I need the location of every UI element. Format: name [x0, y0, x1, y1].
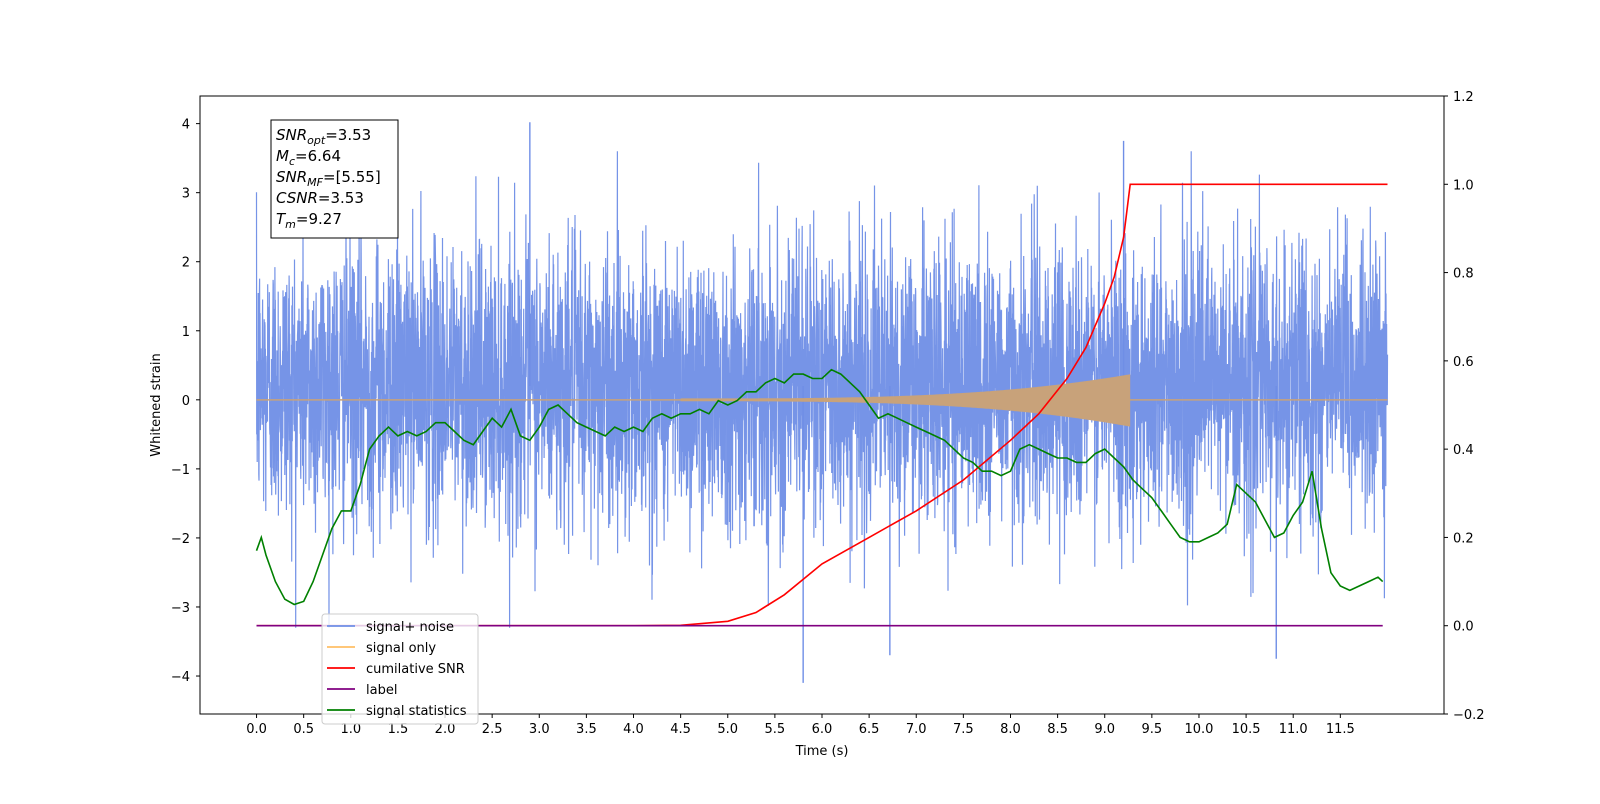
x-tick-label: 2.0 — [435, 722, 456, 737]
y-tick-label: 4 — [182, 118, 190, 133]
x-tick-label: 9.5 — [1142, 722, 1163, 737]
x-tick-label: 6.0 — [812, 722, 833, 737]
annotation-symbol: T — [276, 210, 287, 228]
annotation-symbol: CSNR — [276, 189, 318, 207]
x-tick-label: 8.0 — [1000, 722, 1021, 737]
y-tick-label: −4 — [171, 670, 190, 685]
y-tick-label: −2 — [171, 532, 190, 547]
x-tick-label: 8.5 — [1047, 722, 1068, 737]
legend-entry-label: cumilative SNR — [366, 662, 465, 677]
annotation-line: SNRMF=[5.55] — [276, 168, 381, 189]
series-layer — [255, 122, 1389, 683]
x-tick-label: 0.0 — [246, 722, 267, 737]
annotation-line: Tm=9.27 — [276, 210, 342, 231]
y2-tick-label: 0.0 — [1453, 620, 1474, 635]
annotation-symbol: SNR — [276, 126, 307, 144]
y2-tick-label: 1.2 — [1453, 90, 1474, 105]
y-axis-label: Whitened strain — [149, 353, 164, 456]
y2-tick-label: 0.2 — [1453, 531, 1474, 546]
annotation-subscript: m — [285, 218, 296, 231]
x-tick-label: 1.5 — [388, 722, 409, 737]
x-tick-label: 11.5 — [1326, 722, 1355, 737]
y-tick-label: 2 — [182, 256, 190, 271]
x-tick-label: 10.0 — [1184, 722, 1213, 737]
x-axis-label: Time (s) — [795, 744, 849, 759]
axes-layer: 0.0 0.5 1.0 1.5 2.0 2.5 3.0 3.5 4.0 4.5 5.0 5.5 6.0 6… — [171, 90, 1485, 737]
y-tick-label: 3 — [182, 187, 190, 202]
x-tick-label: 7.5 — [953, 722, 974, 737]
x-tick-label: 9.0 — [1094, 722, 1115, 737]
y-tick-label: −1 — [171, 463, 190, 478]
legend-entry-label: signal+ noise — [366, 620, 454, 635]
annotation-line: SNRopt=3.53 — [276, 126, 371, 147]
x-tick-label: 5.0 — [717, 722, 738, 737]
legend-entry-label: signal only — [366, 641, 436, 656]
x-tick-label: 4.5 — [670, 722, 691, 737]
series-cumilative-snr-line — [256, 183, 1388, 627]
series-signal-noise-line — [255, 151, 1389, 628]
annotation-subscript: c — [289, 155, 295, 168]
y-tick-label: 1 — [182, 325, 190, 340]
annotation-box — [270, 119, 399, 239]
annotation-subscript: opt — [307, 134, 326, 147]
x-tick-label: 1.0 — [340, 722, 361, 737]
legend: signal+ noise signal only cumilative SNR la… — [321, 613, 479, 725]
annotation-symbol: M — [276, 147, 289, 165]
annotation-subscript: MF — [307, 176, 323, 189]
legend-entry-label: label — [366, 683, 397, 698]
annotation-value: =3.53 — [325, 126, 371, 144]
series-signal-statistics-line — [255, 368, 1384, 606]
x-tick-label: 2.5 — [482, 722, 503, 737]
x-tick-label: 5.5 — [765, 722, 786, 737]
annotation-value: =3.53 — [318, 189, 364, 207]
annotation-line: Mc=6.64 — [276, 147, 341, 168]
annotation-symbol: SNR — [276, 168, 307, 186]
legend-entry-label: signal statistics — [366, 704, 467, 719]
legend-box — [321, 613, 479, 725]
annotation-line: CSNR=3.53 — [276, 189, 364, 207]
y-tick-label: −3 — [171, 601, 190, 616]
x-tick-label: 10.5 — [1232, 722, 1261, 737]
x-tick-label: 4.0 — [623, 722, 644, 737]
y2-tick-label: 0.4 — [1453, 443, 1474, 458]
annotation-value: =9.27 — [296, 210, 342, 228]
y-tick-label: 0 — [182, 394, 190, 409]
stats-annotation: SNRopt=3.53Mc=6.64SNRMF=[5.55]CSNR=3.53T… — [270, 119, 399, 239]
x-tick-label: 6.5 — [859, 722, 880, 737]
x-tick-label: 3.5 — [576, 722, 597, 737]
annotation-value: =[5.55] — [323, 168, 381, 186]
annotation-value: =6.64 — [295, 147, 341, 165]
x-tick-label: 3.0 — [529, 722, 550, 737]
y2-tick-label: 0.6 — [1453, 355, 1474, 370]
y2-tick-label: −0.2 — [1453, 708, 1485, 723]
x-tick-label: 7.0 — [906, 722, 927, 737]
y2-tick-label: 0.8 — [1453, 267, 1474, 282]
x-tick-label: 11.0 — [1279, 722, 1308, 737]
x-tick-label: 0.5 — [293, 722, 314, 737]
y2-tick-label: 1.0 — [1453, 178, 1474, 193]
